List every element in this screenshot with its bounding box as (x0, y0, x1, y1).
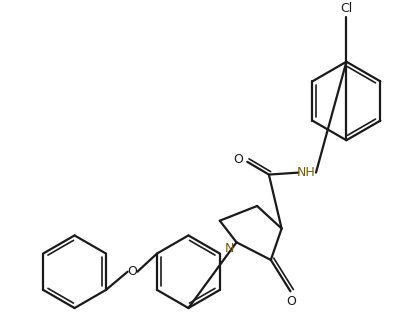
Text: O: O (127, 265, 137, 278)
Text: O: O (233, 153, 243, 166)
Text: Cl: Cl (340, 2, 352, 15)
Text: NH: NH (297, 166, 316, 179)
Text: N: N (225, 242, 234, 255)
Text: O: O (287, 295, 296, 308)
